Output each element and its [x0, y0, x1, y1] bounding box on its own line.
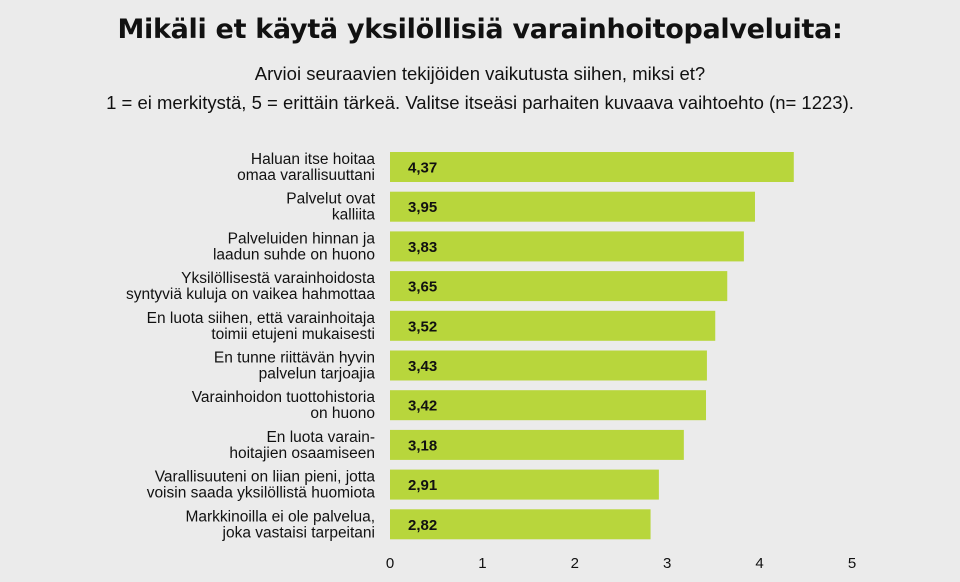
bar-8 — [390, 429, 684, 460]
category-label-9-line-1: Varallisuuteni on liian pieni, jotta — [155, 469, 376, 486]
bar-value-label-10: 2,82 — [408, 517, 437, 534]
x-tick-label-3: 3 — [663, 555, 671, 572]
bar-value-label-1: 4,37 — [408, 160, 437, 177]
bar-value-label-2: 3,95 — [408, 199, 437, 216]
bar-value-label-5: 3,52 — [408, 318, 437, 335]
bar-4 — [390, 271, 728, 302]
x-tick-label-4: 4 — [755, 555, 763, 572]
category-label-4-line-1: Yksilöllisestä varainhoidosta — [181, 270, 375, 287]
bar-2 — [390, 191, 755, 222]
category-label-3-line-1: Palveluiden hinnan ja — [228, 230, 376, 247]
x-tick-label-5: 5 — [848, 555, 856, 572]
bar-3 — [390, 231, 744, 262]
bar-value-label-3: 3,83 — [408, 239, 437, 256]
x-tick-label-1: 1 — [478, 555, 486, 572]
category-label-4-line-2: syntyviä kuluja on vaikea hahmottaa — [126, 286, 375, 303]
bar-5 — [390, 310, 716, 341]
category-label-5-line-1: En luota siihen, että varainhoitaja — [147, 310, 376, 327]
bar-9 — [390, 469, 659, 500]
x-tick-label-2: 2 — [571, 555, 579, 572]
chart-title: Mikäli et käytä yksilöllisiä varainhoito… — [117, 14, 843, 45]
bar-value-label-8: 3,18 — [408, 437, 437, 454]
x-tick-label-0: 0 — [386, 555, 394, 572]
category-label-5-line-2: toimii etujeni mukaisesti — [211, 326, 375, 343]
chart-subtitle-line-1: Arvioi seuraavien tekijöiden vaikutusta … — [254, 63, 706, 84]
bar-value-label-4: 3,65 — [408, 279, 437, 296]
category-label-10-line-2: joka vastaisi tarpeitani — [222, 524, 376, 541]
category-label-9-line-2: voisin saada yksilöllistä huomiota — [147, 485, 376, 502]
bar-value-label-6: 3,43 — [408, 358, 437, 375]
category-label-2-line-1: Palvelut ovat — [286, 191, 375, 208]
category-label-3-line-2: laadun suhde on huono — [213, 246, 375, 263]
chart-subtitle-line-2: 1 = ei merkitystä, 5 = erittäin tärkeä. … — [106, 92, 854, 113]
category-label-10-line-1: Markkinoilla ei ole palvelua, — [185, 508, 375, 525]
category-label-2-line-2: kalliita — [332, 207, 375, 224]
bar-7 — [390, 390, 707, 421]
category-label-1-line-1: Haluan itse hoitaa — [251, 151, 375, 168]
bar-value-label-7: 3,42 — [408, 398, 437, 415]
category-label-8-line-2: hoitajien osaamiseen — [229, 445, 375, 462]
bar-1 — [390, 152, 794, 182]
bar-6 — [390, 350, 707, 381]
category-label-1-line-2: omaa varallisuuttani — [237, 167, 375, 184]
bar-value-label-9: 2,91 — [408, 477, 437, 494]
category-label-8-line-1: En luota varain- — [266, 429, 375, 446]
category-label-7-line-2: on huono — [310, 405, 375, 422]
category-label-7-line-1: Varainhoidon tuottohistoria — [192, 389, 376, 406]
category-label-6-line-2: palvelun tarjoajia — [259, 366, 376, 383]
bar-10 — [390, 509, 651, 540]
category-label-6-line-1: En tunne riittävän hyvin — [214, 350, 375, 367]
